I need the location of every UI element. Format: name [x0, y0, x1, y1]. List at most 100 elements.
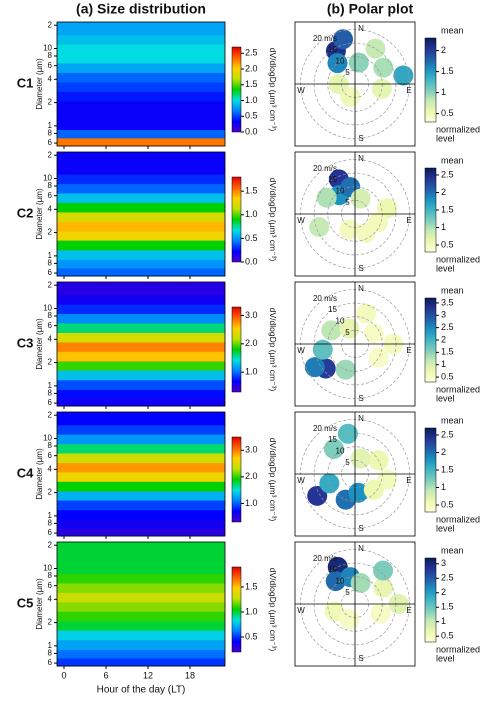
- polar-point: [368, 347, 389, 368]
- direction-label: S: [358, 654, 363, 663]
- y-tick-label: 2: [48, 150, 53, 159]
- normalized-label: level: [436, 133, 455, 143]
- normalized-label: level: [436, 263, 455, 273]
- direction-label: N: [358, 544, 364, 553]
- colorbar-label: dV/dlogDp (µm³ cm⁻³): [268, 48, 278, 132]
- normalized-label: normalized: [436, 124, 480, 134]
- polar-point: [309, 217, 330, 238]
- heatmap-cell: [57, 152, 225, 166]
- panel-label: C1: [17, 75, 34, 90]
- ring-label: 20 m/s: [313, 554, 337, 563]
- heatmap-cell: [57, 341, 225, 352]
- y-tick-label: 4: [48, 204, 53, 213]
- y-tick-label: 1: [48, 251, 53, 260]
- y-tick-label: 2: [48, 98, 53, 107]
- title-b: (b) Polar plot: [327, 1, 414, 17]
- mean-label: mean: [441, 155, 464, 165]
- polar-colorbar-tick-label: 2.5: [441, 322, 454, 332]
- ring-label: 15: [328, 175, 337, 184]
- colorbar-tick-label: 0.0: [245, 126, 258, 136]
- heatmap-cell: [57, 611, 225, 622]
- ring-label: 5: [345, 588, 350, 597]
- heatmap-cell: [57, 34, 225, 45]
- heatmap-cell: [57, 351, 225, 362]
- polar-point: [350, 448, 371, 469]
- polar-colorbar-tick-label: 3.5: [441, 297, 454, 307]
- colorbar: [231, 306, 242, 393]
- plot-frame: [56, 151, 226, 277]
- polar-point: [348, 52, 369, 73]
- polar-colorbar-tick-label: 2: [441, 187, 446, 197]
- colorbar-tick-label: 0.0: [245, 256, 258, 266]
- ring-label: 5: [345, 458, 350, 467]
- heatmap-cell: [57, 53, 225, 64]
- polar-point: [316, 187, 337, 208]
- heatmap-cell: [57, 62, 225, 73]
- y-tick-label: 8: [48, 519, 53, 528]
- ring-label: 20 m/s: [313, 424, 337, 433]
- normalized-label: normalized: [436, 644, 480, 654]
- colorbar-tick-label: 0.5: [245, 111, 258, 121]
- heatmap-cell: [57, 230, 225, 241]
- y-axis-label: Diameter (µm): [35, 58, 44, 110]
- direction-label: E: [406, 216, 411, 225]
- y-tick-label: 10: [43, 174, 52, 183]
- heatmap-cell: [57, 582, 225, 593]
- polar-colorbar-tick-label: 3: [441, 310, 446, 320]
- y-tick-label: 8: [48, 51, 53, 60]
- polar-colorbar-tick-label: 1: [441, 87, 446, 97]
- polar-colorbar-tick-label: 2: [441, 447, 446, 457]
- mean-label: mean: [441, 415, 464, 425]
- polar-plot: 510 15 20 m/s: [295, 282, 415, 406]
- heatmap-cell: [57, 527, 225, 537]
- mean-label: mean: [441, 25, 464, 35]
- heatmap-cell: [57, 110, 225, 121]
- direction-label: W: [297, 346, 305, 355]
- polar-colorbar-tick-label: 2: [441, 587, 446, 597]
- colorbar-tick-label: 0.5: [245, 631, 258, 641]
- colorbar: [231, 176, 242, 263]
- polar-colorbar-tick-label: 1: [441, 616, 446, 626]
- polar-point: [307, 485, 328, 506]
- heatmap-cell: [57, 72, 225, 83]
- heatmap-cell: [57, 554, 225, 565]
- colorbar-tick-label: 1.5: [245, 581, 258, 591]
- direction-label: S: [358, 264, 363, 273]
- ring-label: 5: [345, 328, 350, 337]
- direction-label: S: [358, 134, 363, 143]
- polar-colorbar-tick-label: 1.5: [441, 602, 454, 612]
- ring-label: 15: [328, 565, 337, 574]
- ring-label: 20 m/s: [313, 294, 337, 303]
- x-tick-label: 12: [143, 670, 153, 680]
- heatmap-cell: [57, 294, 225, 305]
- heatmap-cell: [57, 192, 225, 203]
- heatmap-cell: [57, 221, 225, 232]
- y-tick-label: 8: [48, 311, 53, 320]
- panel-label: C4: [17, 465, 34, 480]
- normalized-label: level: [436, 653, 455, 663]
- ring-label: 15: [328, 45, 337, 54]
- polar-frame: [294, 411, 416, 537]
- y-tick-label: 8: [48, 259, 53, 268]
- heatmap-cell: [57, 509, 225, 520]
- y-tick-label: 8: [48, 649, 53, 658]
- colorbar: [231, 566, 242, 653]
- polar-colorbar-tick-label: 0.5: [441, 239, 454, 249]
- polar-plot: 510 15 20 m/s: [295, 152, 415, 276]
- ring-label: 15: [328, 435, 337, 444]
- y-tick-label: 4: [48, 334, 53, 343]
- polar-colorbar-tick-label: 1.5: [441, 347, 454, 357]
- polar-point: [333, 29, 354, 50]
- y-tick-label: 6: [48, 451, 53, 460]
- heatmap-cell: [57, 267, 225, 277]
- y-tick-label: 6: [48, 581, 53, 590]
- y-tick-label: 6: [48, 191, 53, 200]
- polar-colorbar: [424, 297, 437, 383]
- heatmap-cell: [57, 332, 225, 343]
- heatmap-cell: [57, 657, 225, 667]
- polar-frame: [294, 21, 416, 147]
- polar-point: [356, 303, 377, 324]
- y-tick-label: 6: [48, 658, 53, 667]
- y-tick-label: 10: [43, 434, 52, 443]
- polar-colorbar-tick-label: 2: [441, 45, 446, 55]
